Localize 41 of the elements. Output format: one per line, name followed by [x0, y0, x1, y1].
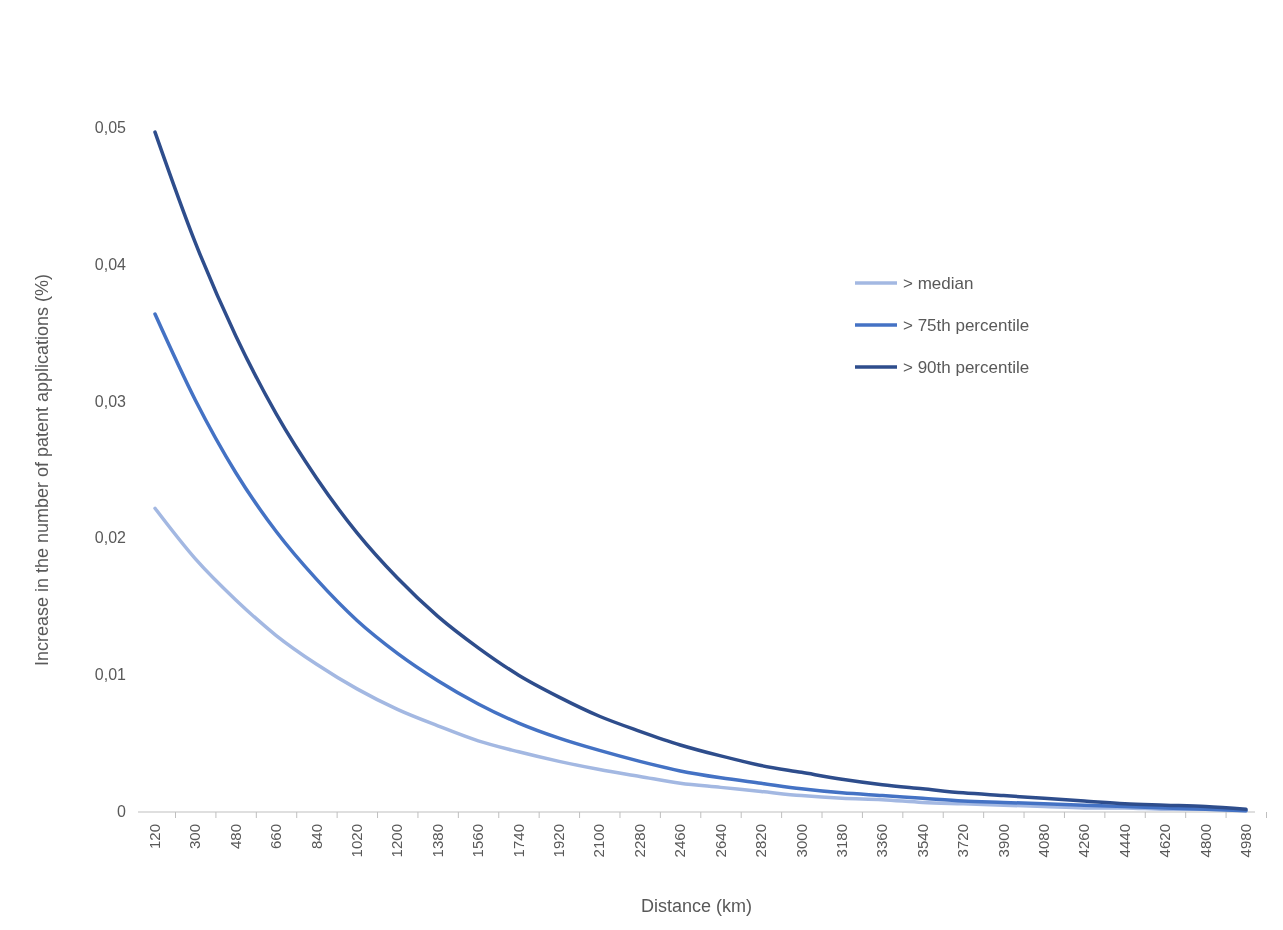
- x-tick-label: 3900: [994, 824, 1012, 858]
- x-tick-label: 3540: [913, 824, 931, 858]
- legend-label: > median: [903, 274, 974, 293]
- x-tick-label: 2460: [671, 824, 689, 858]
- x-tick-label: 1380: [428, 824, 446, 858]
- y-tick-label: 0,04: [94, 255, 127, 273]
- x-tick-label: 1740: [509, 824, 527, 858]
- x-tick-label: 1020: [348, 824, 366, 858]
- legend-label: > 75th percentile: [903, 316, 1030, 335]
- x-tick-label: 4260: [1075, 824, 1093, 858]
- x-tick-label: 4440: [1115, 824, 1133, 858]
- x-tick-label: 3720: [954, 824, 972, 858]
- x-axis-title: Distance (km): [640, 896, 753, 916]
- y-tick-label: 0,02: [94, 529, 127, 547]
- y-axis-title: Increase in the number of patent applications (%): [32, 273, 52, 667]
- x-tick-label: 4800: [1196, 824, 1214, 858]
- x-tick-label: 480: [226, 824, 244, 850]
- x-tick-label: 1560: [469, 824, 487, 858]
- x-tick-label: 3000: [792, 824, 810, 858]
- line-series: [153, 312, 1248, 813]
- x-tick-label: 840: [307, 824, 325, 850]
- x-tick-label: 3360: [873, 824, 891, 858]
- x-tick-label: 2640: [711, 824, 729, 858]
- y-tick-label: 0,05: [94, 119, 127, 136]
- y-tick-label: 0,03: [94, 392, 127, 410]
- x-tick-label: 1200: [388, 824, 406, 858]
- x-tick-label: 4980: [1237, 824, 1254, 858]
- x-tick-label: 4620: [1156, 824, 1174, 858]
- x-tick-label: 2820: [752, 824, 770, 858]
- x-tick-label: 300: [186, 824, 204, 850]
- y-tick-label: 0: [117, 803, 127, 820]
- y-tick-label: 0,01: [94, 666, 127, 684]
- x-tick-label: 120: [146, 824, 163, 850]
- x-tick-label: 1920: [550, 824, 568, 858]
- line-series: [153, 130, 1248, 812]
- x-tick-label: 4080: [1034, 824, 1052, 858]
- x-tick-label: 2280: [630, 824, 648, 858]
- x-tick-label: 660: [267, 824, 285, 850]
- legend-label: > 90th percentile: [903, 358, 1030, 377]
- x-tick-label: 2100: [590, 824, 608, 858]
- x-tick-label: 3180: [832, 824, 850, 858]
